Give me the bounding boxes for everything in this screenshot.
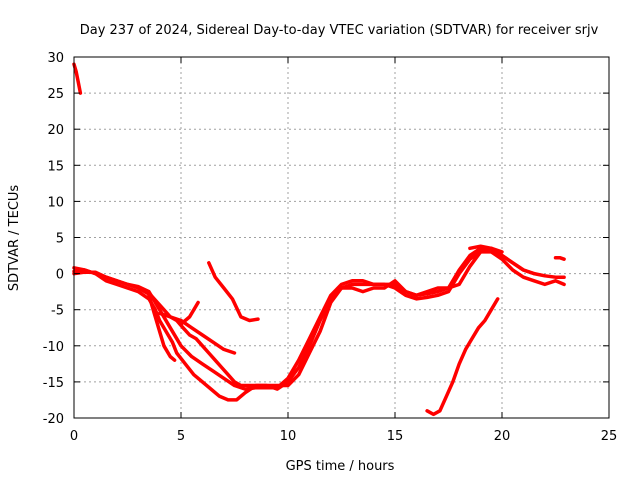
ticks [73,56,610,419]
series-line-track-early [72,62,83,95]
y-tick-label: -10 [43,340,64,355]
y-tick-label: 25 [47,87,64,102]
y-tick-label: -15 [43,376,64,391]
y-tick-label: 5 [56,232,64,247]
y-tick-label: 20 [47,123,64,138]
series-line-track-f [179,300,200,326]
x-tick-label: 0 [70,429,78,444]
series-group [72,62,566,417]
y-tick-label: 30 [47,51,64,66]
x-axis-title: GPS time / hours [286,459,395,474]
series-line-track-i [553,255,566,261]
series-line-track-j [468,244,536,276]
series-line-track-h [425,297,500,417]
series-line-track-g [207,261,260,323]
y-tick-label: 10 [47,195,64,210]
series-line-track-b [72,246,566,391]
x-tick-label: 15 [387,429,404,444]
series-line-track-d [147,293,177,362]
x-tick-label: 5 [177,429,185,444]
y-tick-label: 15 [47,159,64,174]
grid [74,57,609,418]
y-tick-labels: -20 -15 -10 -5 0 5 10 15 20 25 30 [43,51,64,427]
y-axis-title: SDTVAR / TECUs [7,185,22,292]
y-tick-label: 0 [56,268,64,283]
x-tick-label: 20 [494,429,511,444]
x-tick-labels: 0 5 10 15 20 25 [70,429,617,444]
y-tick-label: -20 [43,412,64,427]
x-tick-label: 25 [601,429,618,444]
chart-title: Day 237 of 2024, Sidereal Day-to-day VTE… [80,23,599,38]
series-line-track-e [157,311,237,355]
x-tick-label: 10 [280,429,297,444]
y-tick-label: -5 [51,304,64,319]
series-line-track-c [72,250,566,388]
